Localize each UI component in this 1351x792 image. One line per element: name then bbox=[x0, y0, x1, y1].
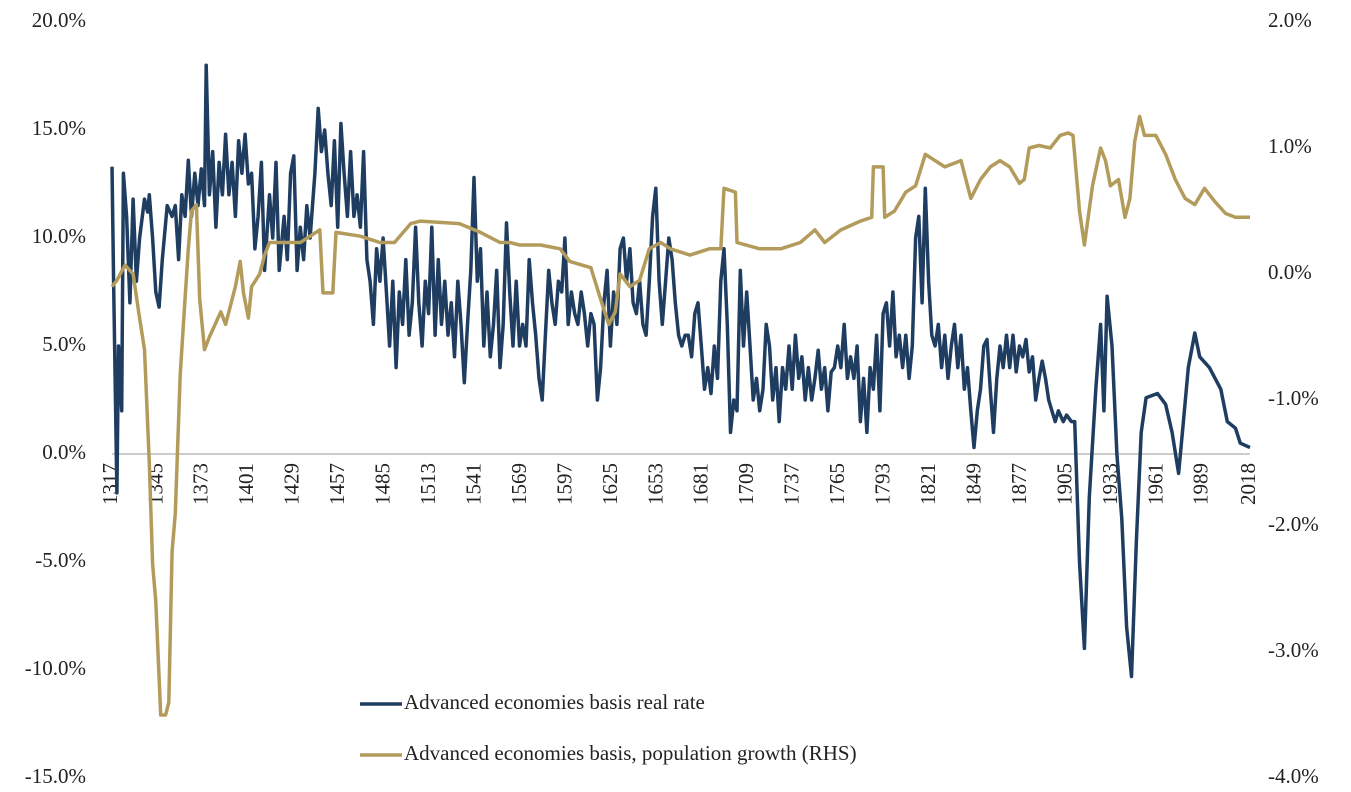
y2-tick-label: -1.0% bbox=[1268, 386, 1319, 410]
x-tick-label: 1821 bbox=[916, 463, 940, 505]
x-tick-label: 1681 bbox=[689, 463, 713, 505]
x-tick-label: 1513 bbox=[416, 463, 440, 505]
y2-tick-label: -3.0% bbox=[1268, 638, 1319, 662]
y-tick-label: 20.0% bbox=[32, 8, 86, 32]
x-tick-label: 1541 bbox=[461, 463, 485, 505]
legend-label: Advanced economies basis, population gro… bbox=[404, 741, 857, 765]
x-tick-label: 1765 bbox=[825, 463, 849, 505]
x-tick-label: 1401 bbox=[234, 463, 258, 505]
y2-tick-label: 1.0% bbox=[1268, 134, 1312, 158]
y-tick-label: 15.0% bbox=[32, 116, 86, 140]
series-line bbox=[110, 63, 1251, 679]
x-tick-label: 1625 bbox=[598, 463, 622, 505]
x-tick-label: 1793 bbox=[871, 463, 895, 505]
x-tick-label: 1345 bbox=[143, 463, 167, 505]
y-tick-label: -10.0% bbox=[25, 656, 86, 680]
x-tick-label: 1905 bbox=[1052, 463, 1076, 505]
x-tick-label: 1429 bbox=[280, 463, 304, 505]
x-tick-label: 1877 bbox=[1007, 463, 1031, 505]
x-tick-label: 1961 bbox=[1143, 463, 1167, 505]
y-tick-label: 10.0% bbox=[32, 224, 86, 248]
x-tick-label: 1485 bbox=[371, 463, 395, 505]
x-tick-label: 1737 bbox=[780, 463, 804, 505]
x-tick-label: 1653 bbox=[643, 463, 667, 505]
y-tick-label: -15.0% bbox=[25, 764, 86, 788]
y2-tick-label: 0.0% bbox=[1268, 260, 1312, 284]
y2-tick-label: -4.0% bbox=[1268, 764, 1319, 788]
legend-label: Advanced economies basis real rate bbox=[404, 690, 705, 714]
y-tick-label: -5.0% bbox=[35, 548, 86, 572]
x-tick-label: 1373 bbox=[189, 463, 213, 505]
x-tick-label: 1709 bbox=[734, 463, 758, 505]
y-tick-label: 5.0% bbox=[42, 332, 86, 356]
y2-tick-label: -2.0% bbox=[1268, 512, 1319, 536]
x-tick-label: 1457 bbox=[325, 463, 349, 505]
x-tick-label: 2018 bbox=[1236, 463, 1260, 505]
x-tick-label: 1849 bbox=[961, 463, 985, 505]
x-tick-label: 1597 bbox=[552, 463, 576, 505]
y2-tick-label: 2.0% bbox=[1268, 8, 1312, 32]
series-line bbox=[110, 114, 1250, 717]
x-tick-label: 1569 bbox=[507, 463, 531, 505]
x-tick-label: 1989 bbox=[1189, 463, 1213, 505]
y-tick-label: 0.0% bbox=[42, 440, 86, 464]
